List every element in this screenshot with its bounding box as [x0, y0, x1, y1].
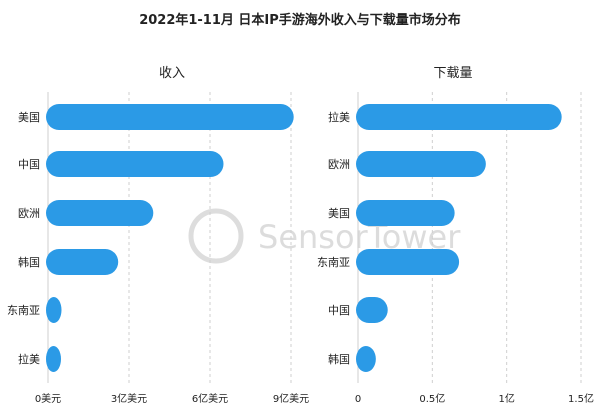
category-label: 美国 [328, 207, 350, 220]
bar [356, 297, 388, 323]
tick-label: 0美元 [35, 392, 61, 405]
category-label: 拉美 [18, 352, 40, 366]
bar [46, 346, 61, 372]
tick-label: 1.5亿 [568, 392, 594, 405]
bar [46, 200, 154, 226]
bar [356, 104, 562, 130]
category-label: 欧洲 [18, 207, 40, 220]
bar [46, 297, 62, 323]
category-label: 拉美 [328, 110, 350, 124]
tick-label: 0 [355, 394, 361, 405]
category-label: 韩国 [328, 352, 350, 366]
category-label: 美国 [18, 111, 40, 124]
bar [46, 104, 294, 130]
bar [46, 151, 224, 177]
category-label: 欧洲 [328, 158, 350, 171]
tick-label: 0.5亿 [419, 392, 445, 405]
panel-title: 下载量 [433, 66, 472, 81]
category-label: 东南亚 [7, 304, 40, 317]
tick-label: 3亿美元 [111, 392, 147, 405]
bar [356, 249, 460, 275]
panel-title: 收入 [159, 66, 185, 81]
chart-title: 2022年1-11月 日本IP手游海外收入与下载量市场分布 [139, 12, 461, 28]
tick-label: 9亿美元 [273, 392, 309, 405]
bar [356, 346, 376, 372]
bar [46, 249, 119, 275]
category-label: 中国 [328, 304, 350, 317]
tick-label: 1亿 [498, 392, 514, 405]
watermark-logo-icon [188, 208, 244, 264]
bar [356, 151, 486, 177]
category-label: 中国 [18, 158, 40, 171]
category-label: 韩国 [18, 255, 40, 269]
category-label: 东南亚 [317, 256, 350, 269]
bar [356, 200, 455, 226]
tick-label: 6亿美元 [192, 392, 228, 405]
